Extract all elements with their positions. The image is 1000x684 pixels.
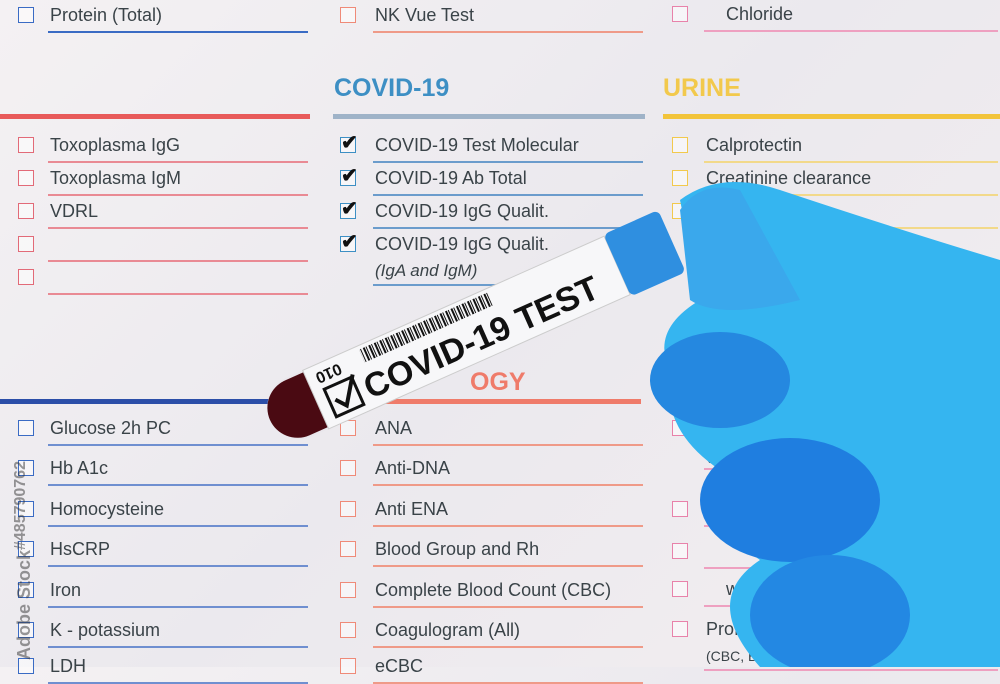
test-item-label: VDRL	[50, 200, 99, 221]
section-bar	[333, 399, 641, 404]
divider	[704, 669, 998, 671]
test-item-label: Homocysteine	[50, 498, 165, 519]
test-item-label: Glucose 2h PC	[50, 417, 172, 438]
section-bar	[0, 399, 310, 404]
divider	[48, 227, 308, 229]
watermark-id: #485790762	[12, 461, 29, 550]
divider	[48, 646, 308, 648]
test-item-label: COVID-19 Ab Total	[375, 167, 527, 188]
divider	[373, 565, 643, 567]
section-bar	[663, 114, 1000, 119]
test-item-note: (IgA and IgM)	[375, 261, 478, 280]
divider	[373, 31, 643, 33]
test-item-label: Anti ENA	[375, 498, 449, 519]
section-bar	[333, 114, 645, 119]
divider	[373, 194, 643, 196]
divider	[373, 161, 643, 163]
checkbox[interactable]	[18, 236, 34, 252]
divider	[373, 484, 643, 486]
test-item-label: COVID-19 IgG Qualit.	[375, 200, 550, 221]
test-item-label: COVID-19 Test Molecular	[375, 134, 579, 155]
checkbox[interactable]	[18, 582, 34, 598]
divider	[48, 293, 308, 295]
checkbox[interactable]: ✔	[340, 132, 358, 154]
divider	[704, 30, 998, 32]
gloved-hand	[650, 182, 1000, 667]
test-item-label: HsCRP	[50, 538, 111, 559]
checkbox[interactable]	[672, 543, 688, 559]
checkbox[interactable]: ✔	[340, 198, 358, 220]
divider	[373, 646, 643, 648]
watermark-brand: Adobe Stock	[14, 549, 34, 660]
divider	[373, 682, 643, 684]
divider	[704, 161, 998, 163]
checkbox[interactable]	[340, 7, 356, 23]
check-mark-icon	[334, 374, 355, 409]
test-item-label: Chloride	[726, 3, 794, 24]
checkbox[interactable]	[18, 501, 34, 517]
divider	[373, 525, 643, 527]
checkbox[interactable]	[672, 137, 688, 153]
test-item-label: Hb A1c	[50, 457, 109, 478]
test-item-label: Anti-DNA	[375, 457, 451, 478]
test-item-label: Creatinine clearance	[706, 167, 872, 188]
checkbox[interactable]	[672, 6, 688, 22]
divider	[48, 525, 308, 527]
checkbox[interactable]	[18, 203, 34, 219]
barcode-icon	[359, 292, 493, 363]
section-title-immunology: OGY	[470, 368, 526, 396]
test-item-label: Blood Group and Rh	[375, 538, 540, 559]
test-item-label: K - potassium	[50, 619, 161, 640]
checkbox[interactable]	[18, 420, 34, 436]
checkbox[interactable]	[18, 269, 34, 285]
divider	[48, 682, 308, 684]
checkbox[interactable]	[672, 170, 688, 186]
checkbox[interactable]	[340, 582, 356, 598]
divider	[48, 194, 308, 196]
test-item-label: Coagulogram (All)	[375, 619, 521, 640]
divider	[373, 227, 643, 229]
test-item-label: Complete Blood Count (CBC)	[375, 579, 612, 600]
checkbox[interactable]	[340, 541, 356, 557]
checkbox[interactable]	[18, 541, 34, 557]
test-item-label: Calprotectin	[706, 134, 803, 155]
checkbox[interactable]	[18, 137, 34, 153]
divider	[48, 606, 308, 608]
divider	[48, 260, 308, 262]
check-box-icon	[322, 375, 366, 419]
section-title-covid: COVID-19	[334, 74, 450, 102]
test-item-label: Iron	[50, 579, 82, 600]
test-item-label: COVID-19 IgG Qualit.	[375, 233, 550, 254]
test-item-label: NK Vue Test	[375, 4, 475, 25]
checkbox[interactable]: ✔	[340, 165, 358, 187]
test-item-label: ANA	[375, 417, 413, 438]
tube-cap	[605, 211, 684, 295]
divider	[373, 444, 643, 446]
divider	[48, 31, 308, 33]
checkbox[interactable]	[340, 622, 356, 638]
divider	[48, 444, 308, 446]
checkbox[interactable]	[672, 581, 688, 597]
checkbox[interactable]: ✔	[340, 231, 358, 253]
section-bar	[0, 114, 310, 119]
test-item-label: Toxoplasma IgM	[50, 167, 182, 188]
test-item-label: Protein (Total)	[50, 4, 163, 25]
checkbox[interactable]	[340, 501, 356, 517]
checkbox[interactable]	[672, 501, 688, 517]
divider	[48, 565, 308, 567]
divider	[48, 161, 308, 163]
checkbox[interactable]	[18, 7, 34, 23]
checkbox[interactable]	[18, 170, 34, 186]
checkbox[interactable]	[18, 622, 34, 638]
divider	[373, 606, 643, 608]
blood-tube: COVID-19 TEST 010	[267, 182, 1000, 667]
section-title-urine: URINE	[663, 74, 741, 102]
checkbox[interactable]	[18, 460, 34, 476]
divider	[48, 484, 308, 486]
divider	[704, 194, 998, 196]
test-item-label: Toxoplasma IgG	[50, 134, 181, 155]
checkbox[interactable]	[672, 621, 688, 637]
checkbox[interactable]	[340, 460, 356, 476]
